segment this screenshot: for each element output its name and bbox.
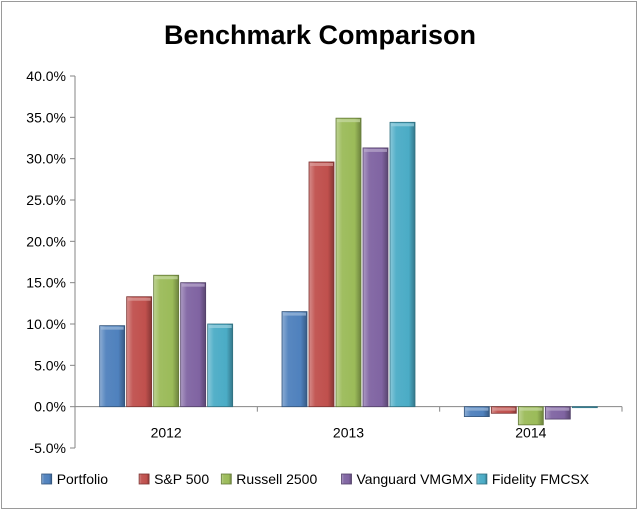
y-tick-label: -5.0% — [29, 440, 66, 456]
bar-bevel — [492, 407, 516, 411]
legend-swatch — [220, 473, 232, 485]
y-tick-label: 15.0% — [26, 275, 66, 291]
bar — [463, 406, 490, 417]
legend-label: S&P 500 — [154, 471, 209, 487]
bar — [571, 406, 598, 409]
bar-portfolio-2013 — [281, 311, 308, 408]
bar-fidelity-fmcsx-2012 — [207, 323, 234, 408]
bar-vanguard-vmgmx-2014 — [544, 406, 571, 420]
bar-vanguard-vmgmx-2013 — [362, 147, 389, 408]
bar — [126, 296, 153, 408]
legend-label: Portfolio — [57, 471, 109, 487]
bar-bevel — [337, 119, 360, 123]
bar-bevel — [364, 148, 387, 152]
bar-bevel — [100, 326, 124, 330]
bar — [207, 323, 234, 408]
bar — [180, 282, 207, 408]
legend-label: Russell 2500 — [236, 471, 317, 487]
bar-bevel — [283, 312, 306, 316]
bar-bevel — [154, 276, 178, 280]
bar-bevel — [546, 407, 570, 411]
bar-portfolio-2012 — [99, 325, 126, 408]
bar — [517, 406, 544, 426]
legend-item: Fidelity FMCSX — [476, 471, 590, 487]
bar — [99, 325, 126, 408]
y-tick-label: 20.0% — [26, 233, 66, 249]
y-tick-label: 30.0% — [26, 151, 66, 167]
y-tick-label: 0.0% — [34, 399, 66, 415]
bar — [308, 161, 335, 408]
legend-swatch — [138, 473, 150, 485]
y-tick-label: 40.0% — [26, 68, 66, 84]
y-tick-label: 35.0% — [26, 109, 66, 125]
legend-swatch — [341, 473, 352, 485]
bar-bevel — [465, 407, 489, 411]
bar-bevel — [519, 407, 543, 411]
legend-item: Vanguard VMGMX — [341, 471, 474, 487]
legend-item: S&P 500 — [138, 471, 209, 487]
bar-russell-2500-2012 — [153, 274, 180, 408]
legend-swatch — [476, 473, 488, 485]
bar-bevel — [181, 283, 205, 287]
y-tick-label: 25.0% — [26, 192, 66, 208]
legend: Portfolio S&P 500 Russell 2500 Vanguard VMG… — [41, 471, 590, 487]
axes: -5.0% 0.0% 5.0% 10.0% 15.0% 20.0% 25.0% 30.0% 35… — [26, 68, 623, 456]
bar-vanguard-vmgmx-2012 — [180, 282, 207, 408]
bars — [99, 117, 598, 426]
bar — [153, 274, 180, 408]
legend-item: Russell 2500 — [220, 471, 317, 487]
x-tick-label: 2013 — [333, 425, 364, 441]
bar — [389, 121, 416, 408]
bar-fidelity-fmcsx-2013 — [389, 121, 416, 408]
bar-bevel — [127, 297, 151, 301]
y-tick-label: 10.0% — [26, 316, 66, 332]
bar — [335, 117, 362, 408]
bar-russell-2500-2014 — [517, 406, 544, 426]
legend-label: Fidelity FMCSX — [492, 471, 590, 487]
bar-portfolio-2014 — [463, 406, 490, 417]
legend-swatch — [41, 473, 53, 485]
bar-bevel — [310, 162, 333, 166]
bar-s-p-500-2013 — [308, 161, 335, 408]
bar — [281, 311, 308, 408]
bar-fidelity-fmcsx-2014 — [571, 406, 598, 409]
bar-s-p-500-2012 — [126, 296, 153, 408]
bar — [362, 147, 389, 408]
chart-title: Benchmark Comparison — [164, 20, 476, 50]
bar-bevel — [391, 123, 414, 127]
legend-item: Portfolio — [41, 471, 109, 487]
x-tick-label: 2014 — [515, 425, 546, 441]
legend-label: Vanguard VMGMX — [357, 471, 474, 487]
bar-s-p-500-2014 — [490, 406, 517, 414]
bar-russell-2500-2013 — [335, 117, 362, 408]
y-tick-label: 5.0% — [34, 357, 66, 373]
bar-bevel — [208, 325, 232, 328]
x-tick-label: 2012 — [151, 425, 182, 441]
